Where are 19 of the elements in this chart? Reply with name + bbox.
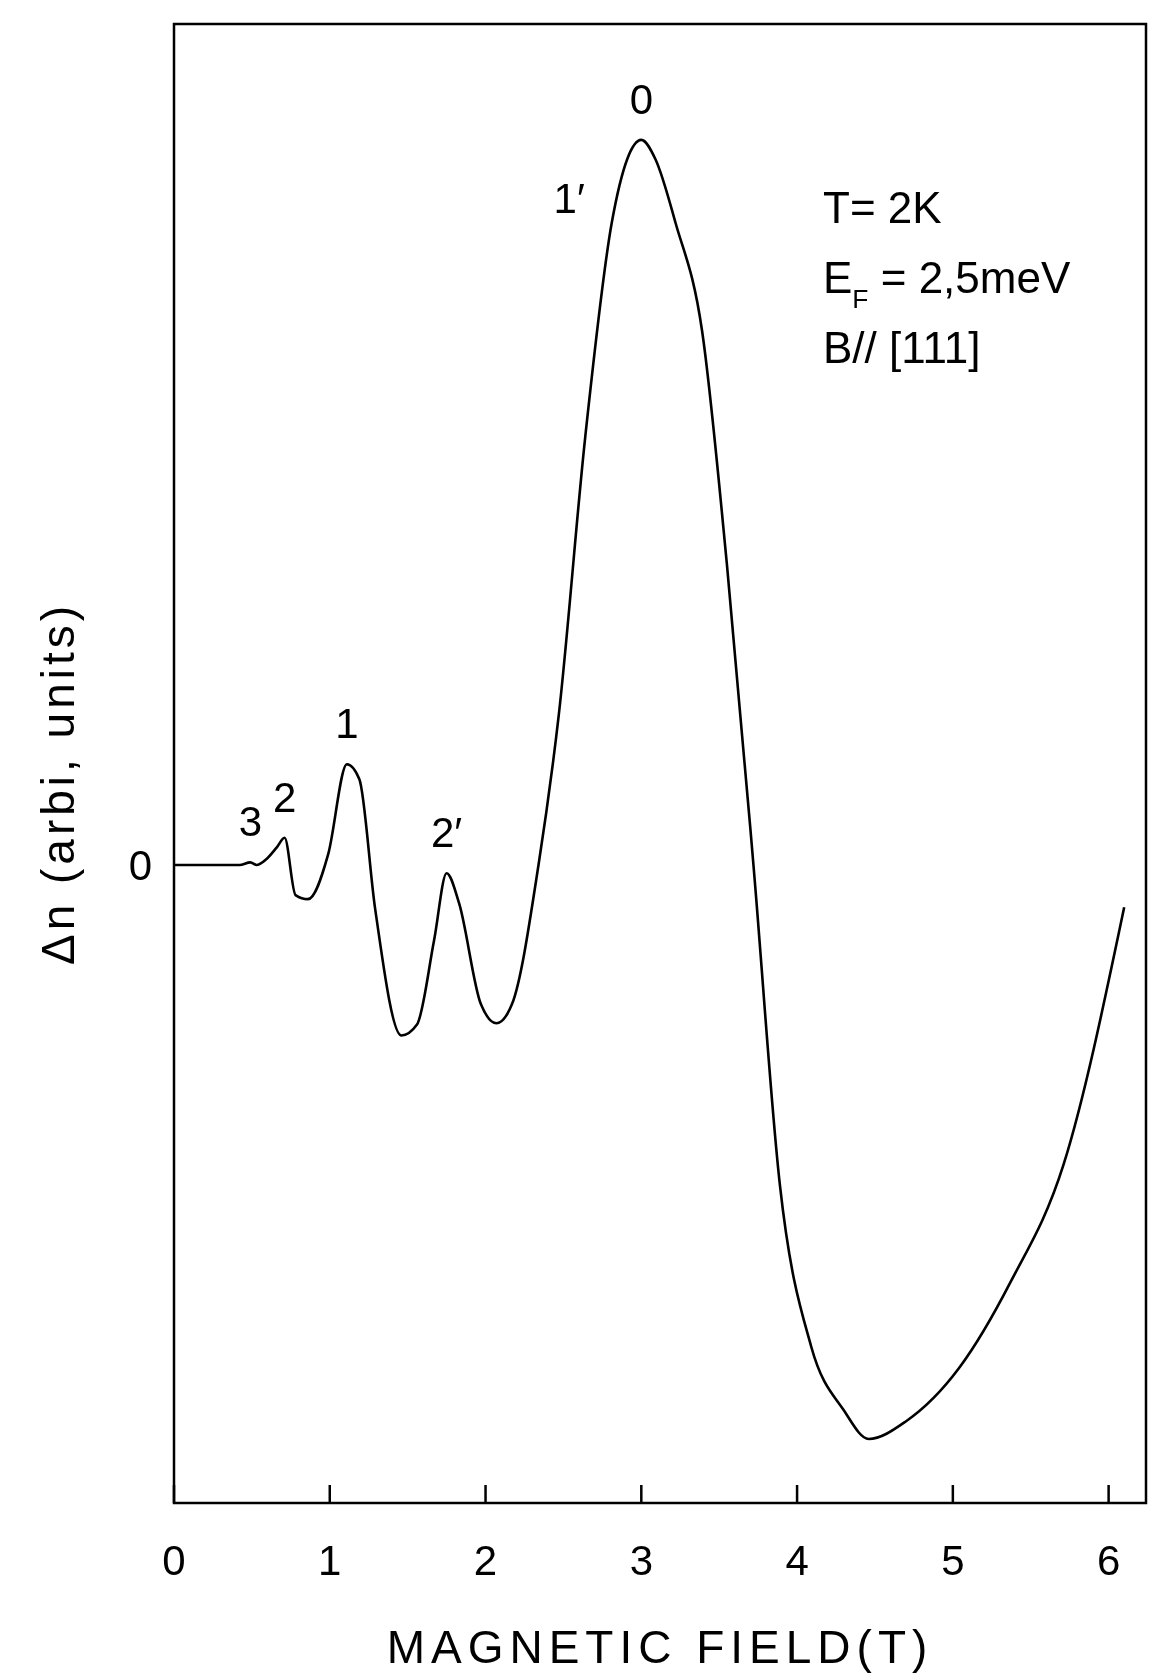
x-tick-label: 3 <box>629 1537 653 1584</box>
x-tick-label: 0 <box>162 1537 186 1584</box>
annotation: 2 <box>272 773 297 821</box>
x-axis-title: MAGNETIC FIELD(T) <box>386 1621 934 1673</box>
annotation: 0 <box>128 842 152 890</box>
x-tick-label: 2 <box>473 1537 498 1584</box>
x-tick-label: 5 <box>941 1537 965 1584</box>
annotation: 3 <box>238 798 263 846</box>
x-tick-label: 6 <box>1096 1537 1121 1584</box>
x-tick-label: 4 <box>785 1537 809 1584</box>
annotation: T= 2K <box>823 183 942 232</box>
annotation: 0 <box>629 75 653 123</box>
annotation: B// [111] <box>823 323 981 372</box>
annotation: 2′ <box>430 809 463 857</box>
annotation: E$_{F}$ = 2,5meV <box>823 253 1071 314</box>
y-axis-title: Δn (arbi, units) <box>32 601 84 966</box>
x-tick-label: 1 <box>318 1537 342 1584</box>
annotation: 1′ <box>553 175 585 223</box>
annotation: 1 <box>335 700 359 748</box>
